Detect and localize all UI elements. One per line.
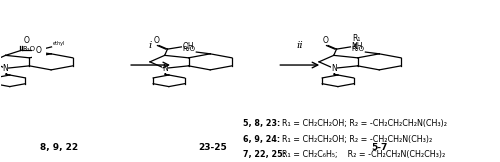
- Text: ii: ii: [296, 41, 303, 50]
- Text: OH: OH: [183, 42, 194, 51]
- Text: N: N: [2, 64, 8, 73]
- Text: 6, 9, 24:: 6, 9, 24:: [242, 134, 280, 144]
- Text: 8, 9, 22: 8, 9, 22: [40, 143, 78, 152]
- Text: NH: NH: [351, 42, 362, 51]
- Text: i: i: [149, 41, 152, 50]
- Text: O: O: [36, 46, 42, 54]
- Text: N: N: [162, 64, 168, 73]
- Text: R₁: R₁: [352, 34, 360, 43]
- Text: N: N: [331, 64, 336, 73]
- Text: 5, 8, 23:: 5, 8, 23:: [242, 119, 280, 128]
- Text: R₁ = CH₂C₆H₅;    R₂ = -CH₂CH₂N(CH₂CH₃)₂: R₁ = CH₂C₆H₅; R₂ = -CH₂CH₂N(CH₂CH₃)₂: [278, 150, 446, 159]
- Text: 7, 22, 25:: 7, 22, 25:: [242, 150, 286, 159]
- Text: R₂O: R₂O: [182, 46, 195, 52]
- Text: O: O: [24, 36, 30, 45]
- Text: 5-7: 5-7: [371, 143, 388, 152]
- Text: R₁ = CH₂CH₂OH; R₂ = -CH₂CH₂N(CH₃)₂: R₁ = CH₂CH₂OH; R₂ = -CH₂CH₂N(CH₃)₂: [278, 134, 432, 144]
- Text: 23-25: 23-25: [198, 143, 227, 152]
- Text: ethyl: ethyl: [53, 41, 66, 46]
- Text: R₂O: R₂O: [351, 46, 364, 52]
- Text: R₁ = CH₂CH₂OH; R₂ = -CH₂CH₂CH₂N(CH₃)₂: R₁ = CH₂CH₂OH; R₂ = -CH₂CH₂CH₂N(CH₃)₂: [278, 119, 448, 128]
- Text: O: O: [153, 36, 159, 45]
- Text: R₂O: R₂O: [23, 46, 36, 52]
- Text: O: O: [322, 36, 328, 45]
